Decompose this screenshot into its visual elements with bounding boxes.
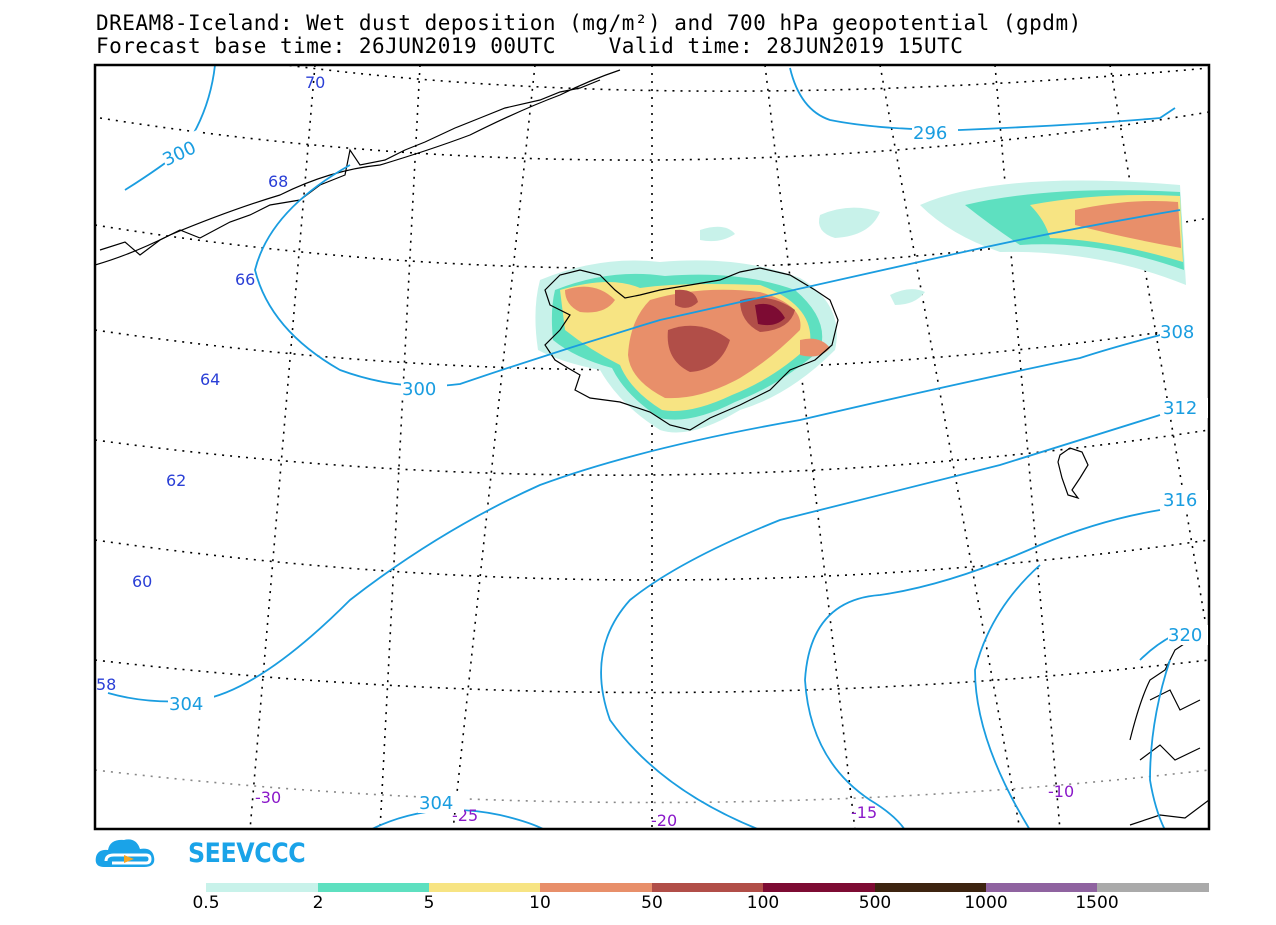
iceland-coast [544,267,839,431]
colorbar-label: 1000 [964,893,1008,913]
colorbar-swatch [206,883,318,892]
lon-label: -15 [851,803,877,822]
colorbar-swatch [429,883,540,892]
norway-coast [1129,629,1209,826]
contour-label: 300 [402,379,436,400]
colorbar-swatch [875,883,986,892]
lat-label: 60 [132,572,152,591]
colorbar-swatch [763,883,875,892]
contour-label: 312 [1163,398,1197,419]
lat-label: 64 [200,370,220,389]
contour-label: 316 [1163,490,1197,511]
colorbar-label: 50 [641,893,663,913]
longitude-labels: -30 -25 -20 -15 -10 [255,782,1074,830]
colorbar-swatch [652,883,763,892]
dust-plume-east [700,180,1186,305]
contour-label: 320 [1168,625,1202,646]
latitude-gridlines [95,65,1209,804]
lon-label: -20 [651,811,677,830]
colorbar-label: 100 [746,893,780,913]
colorbar-label: 0.5 [192,893,220,913]
lat-label: 62 [166,471,186,490]
colorbar-swatch [318,883,429,892]
logo-text: SEEVCCC [188,837,306,869]
colorbar-label: 10 [529,893,551,913]
colorbar-swatch [1097,883,1209,892]
colorbar-swatch [540,883,652,892]
seevccc-logo: SEEVCCC [94,833,321,873]
lat-label: 58 [96,675,116,694]
lon-label: -30 [255,788,281,807]
lat-label: 70 [305,73,325,92]
contour-label: 304 [419,793,453,814]
colorbar-label: 5 [423,893,435,913]
colorbar-swatch [986,883,1097,892]
map-title: DREAM8-Iceland: Wet dust deposition (mg/… [96,11,1082,35]
cloud-arrow-icon [95,839,155,867]
map-subtitle: Forecast base time: 26JUN2019 00UTC Vali… [96,34,964,58]
contour-labels: 300 296 300 308 312 316 320 304 304 [157,122,1208,814]
contour-label: 296 [913,123,947,144]
map-frame [93,63,1211,831]
lat-label: 68 [268,172,288,191]
colorbar-label: 500 [858,893,892,913]
colorbar-label: 2 [312,893,324,913]
faroe-coast [1057,447,1089,500]
contour-label: 308 [1160,322,1194,343]
lat-label: 66 [235,270,255,289]
coastlines [95,69,1209,826]
longitude-gridlines [249,65,1206,829]
colorbar-label: 1500 [1075,893,1119,913]
contour-label: 304 [169,694,203,715]
latitude-labels: 70 68 66 64 62 60 58 [96,73,325,694]
lon-label: -10 [1048,782,1074,801]
map-area [95,65,1209,829]
